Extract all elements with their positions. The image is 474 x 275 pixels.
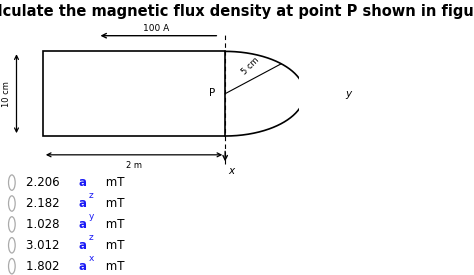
Text: y: y — [89, 212, 94, 221]
Text: 5 cm: 5 cm — [240, 56, 261, 76]
Text: a: a — [79, 239, 87, 252]
Text: x: x — [228, 166, 234, 176]
Text: a: a — [79, 176, 87, 189]
Text: mT: mT — [102, 176, 125, 189]
Text: a: a — [79, 260, 87, 273]
Text: P: P — [209, 88, 215, 98]
Text: mT: mT — [102, 197, 125, 210]
Text: a: a — [79, 197, 87, 210]
Text: 2 m: 2 m — [126, 161, 142, 170]
Text: 100 A: 100 A — [143, 24, 169, 32]
Text: 3.012: 3.012 — [26, 239, 64, 252]
Text: 2.182: 2.182 — [26, 197, 64, 210]
Text: x: x — [89, 254, 94, 263]
Text: z: z — [89, 233, 94, 242]
Text: 10 cm: 10 cm — [1, 81, 10, 107]
Text: 2.206: 2.206 — [26, 176, 64, 189]
Text: 1.802: 1.802 — [26, 260, 64, 273]
Text: mT: mT — [102, 218, 125, 231]
Text: y: y — [346, 89, 352, 99]
Text: Calculate the magnetic flux density at point P shown in figure.: Calculate the magnetic flux density at p… — [0, 4, 474, 19]
Text: mT: mT — [102, 239, 125, 252]
Text: mT: mT — [102, 260, 125, 273]
Text: a: a — [79, 218, 87, 231]
Text: z: z — [89, 191, 94, 200]
Text: 1.028: 1.028 — [26, 218, 64, 231]
Bar — [43, 51, 225, 136]
